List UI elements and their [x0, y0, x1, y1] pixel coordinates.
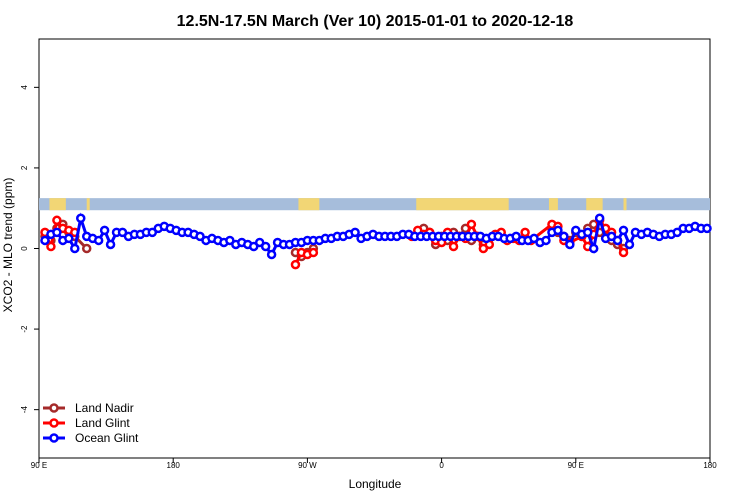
data-point	[541, 235, 551, 246]
legend-label: Land Nadir	[75, 401, 134, 415]
data-point	[350, 227, 360, 238]
data-point	[618, 225, 629, 236]
legend-marker	[49, 418, 59, 428]
land-segment	[586, 198, 603, 211]
data-point	[559, 231, 569, 242]
data-point	[588, 243, 599, 254]
data-point	[46, 241, 56, 252]
land-ocean-band	[39, 198, 710, 211]
y-tick-label: 0	[20, 246, 29, 251]
data-point	[266, 249, 277, 260]
land-segment	[416, 198, 509, 211]
data-point	[93, 235, 104, 246]
data-point	[702, 223, 712, 234]
series-ocean-glint	[40, 212, 712, 260]
ocean-band	[39, 198, 710, 211]
data-point	[466, 219, 477, 230]
data-point	[290, 259, 301, 270]
x-tick-label: 90 W	[298, 461, 317, 470]
data-point	[40, 235, 50, 246]
data-point	[52, 215, 62, 226]
data-point	[520, 227, 530, 238]
legend-marker	[49, 403, 59, 413]
y-axis-label: XCO2 - MLO trend (ppm)	[1, 178, 15, 313]
data-point	[582, 227, 593, 238]
data-point	[565, 239, 575, 250]
y-tick-label: 4	[20, 85, 29, 90]
data-point	[594, 213, 605, 224]
x-tick-label: 90 E	[31, 461, 47, 470]
data-point	[76, 213, 86, 224]
plot-frame	[38, 38, 711, 459]
land-segment	[298, 198, 320, 211]
legend-item: Land Nadir	[43, 401, 134, 415]
data-point	[618, 247, 629, 258]
x-tick-label: 90 E	[568, 461, 584, 470]
x-axis-label: Longitude	[349, 477, 402, 491]
data-point	[612, 235, 623, 246]
data-point	[70, 243, 80, 254]
land-segment	[49, 198, 66, 211]
land-segment	[548, 198, 558, 211]
data-point	[553, 225, 563, 236]
data-point	[624, 239, 635, 250]
legend-marker	[49, 433, 59, 443]
data-point	[52, 227, 62, 238]
legend-label: Ocean Glint	[75, 431, 139, 445]
data-point	[448, 241, 459, 252]
y-tick-label: -2	[20, 325, 29, 333]
y-tick-label: 2	[20, 165, 29, 170]
data-point	[260, 241, 271, 252]
chart-title: 12.5N-17.5N March (Ver 10) 2015-01-01 to…	[177, 13, 574, 30]
land-segment	[86, 198, 90, 211]
data-point	[105, 239, 116, 250]
land-segment	[623, 198, 627, 211]
data-point	[99, 225, 110, 236]
x-tick-label: 180	[703, 461, 717, 470]
legend-label: Land Glint	[75, 416, 130, 430]
data-point	[308, 247, 319, 258]
legend-item: Land Glint	[43, 416, 130, 430]
x-axis: 90 E 180 90 W 0 90 E 180	[31, 458, 717, 470]
legend-item: Ocean Glint	[43, 431, 139, 445]
x-tick-label: 0	[439, 461, 444, 470]
y-tick-label: -4	[20, 406, 29, 414]
data-point	[81, 243, 92, 254]
x-tick-label: 180	[167, 461, 181, 470]
y-axis: -4 -2 0 2 4	[20, 85, 39, 414]
data-point	[64, 233, 74, 244]
series-layer	[40, 212, 712, 270]
